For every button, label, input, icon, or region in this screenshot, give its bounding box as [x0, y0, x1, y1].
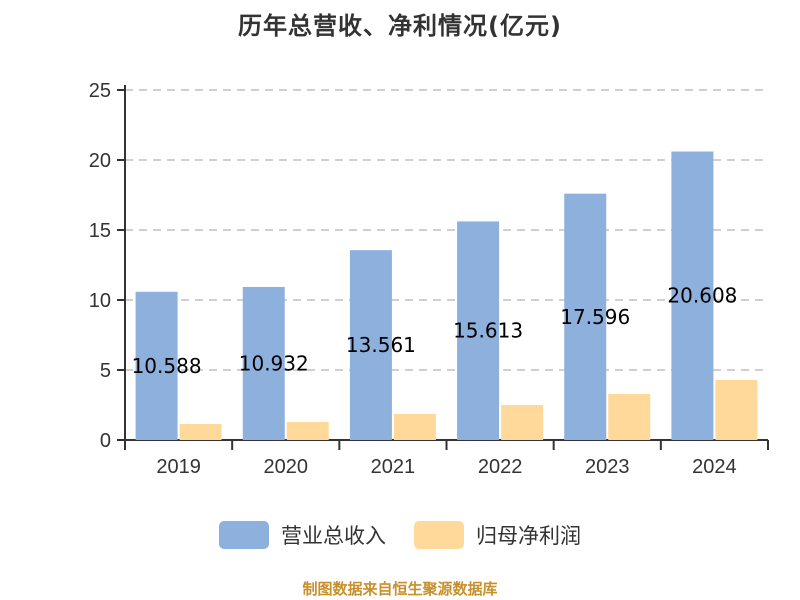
bar-net-profit[interactable] — [179, 424, 222, 440]
x-tick-label: 2019 — [156, 456, 201, 478]
legend-swatch-net-profit — [414, 521, 464, 549]
bar-revenue[interactable] — [564, 193, 607, 440]
value-label: 15.613 — [453, 319, 523, 343]
chart-title: 历年总营收、净利情况(亿元) — [238, 12, 562, 40]
value-label: 13.561 — [346, 333, 416, 357]
legend-swatch-revenue — [219, 521, 269, 549]
legend-label-revenue: 营业总收入 — [281, 524, 386, 548]
y-tick-label: 25 — [89, 80, 111, 102]
bar-revenue[interactable] — [457, 221, 500, 440]
x-tick-label: 2020 — [264, 456, 309, 478]
bar-revenue[interactable] — [349, 250, 392, 440]
source-note: 制图数据来自恒生聚源数据库 — [302, 580, 498, 598]
y-tick-label: 15 — [89, 220, 111, 242]
bar-net-profit[interactable] — [715, 379, 758, 440]
y-tick-label: 0 — [100, 430, 111, 452]
bar-net-profit[interactable] — [501, 405, 544, 440]
x-tick-label: 2023 — [585, 456, 630, 478]
legend-label-net-profit: 归母净利润 — [476, 524, 581, 548]
bar-revenue[interactable] — [135, 291, 178, 440]
legend: 营业总收入 归母净利润 — [0, 520, 800, 550]
legend-item-revenue[interactable]: 营业总收入 — [219, 520, 386, 550]
legend-item-net-profit[interactable]: 归母净利润 — [414, 520, 581, 550]
x-tick-label: 2021 — [371, 456, 416, 478]
x-tick-label: 2022 — [478, 456, 523, 478]
y-tick-label: 5 — [100, 360, 111, 382]
bar-revenue[interactable] — [242, 286, 285, 440]
bar-net-profit[interactable] — [608, 393, 651, 440]
bar-net-profit[interactable] — [286, 421, 329, 440]
y-tick-label: 10 — [89, 290, 111, 312]
value-label: 10.588 — [132, 354, 202, 378]
value-label: 20.608 — [667, 284, 737, 308]
value-label: 17.596 — [560, 305, 630, 329]
bar-net-profit[interactable] — [393, 413, 436, 440]
value-label: 10.932 — [239, 351, 309, 375]
y-tick-label: 20 — [89, 150, 111, 172]
x-tick-label: 2024 — [692, 456, 737, 478]
bar-revenue[interactable] — [671, 151, 714, 440]
